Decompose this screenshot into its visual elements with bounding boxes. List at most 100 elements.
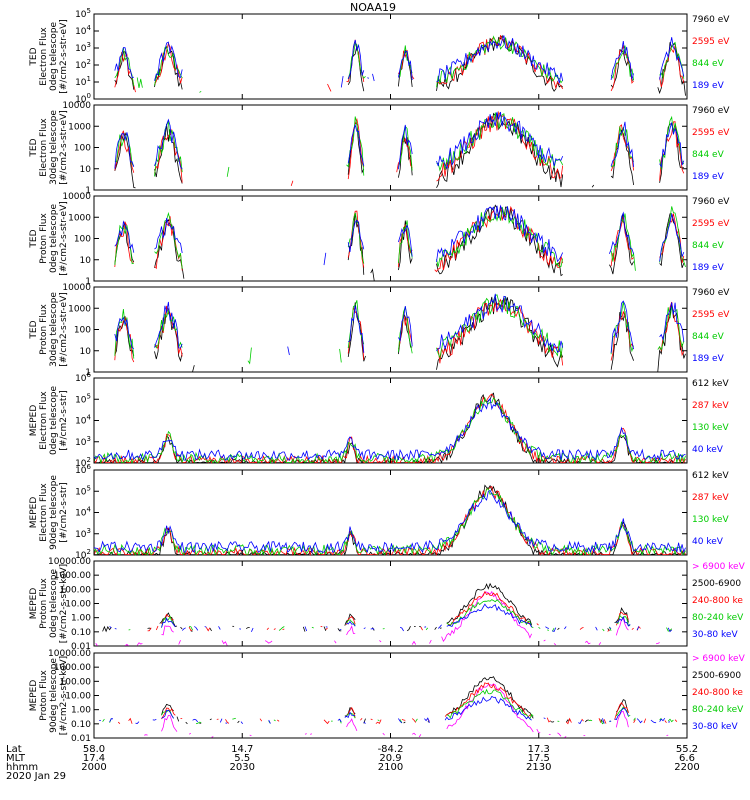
panel-1: 100 101 102 103 104 105 TEDElectron Flux0deg t… (29, 7, 730, 105)
legend-entry: 612 keV (692, 379, 729, 389)
legend-entry: 40 keV (692, 445, 724, 455)
y-tick-label: 1 (85, 368, 91, 378)
series-trace (114, 35, 685, 88)
y-tick-label: 100 (74, 144, 91, 154)
legend-entry: > 6900 keV (692, 654, 746, 664)
y-tick-label: 1.00 (71, 706, 91, 716)
y-tick-label: 1000 (68, 213, 91, 223)
x-tick-label: 55.2 (676, 744, 698, 755)
y-tick-label: 100 (74, 235, 91, 245)
x-tick-label: 17.3 (528, 744, 550, 755)
panel-7: 0.01 0.10 1.00 10.00 100.00 1000.00 10000.00ME… (29, 557, 746, 652)
y-tick-label: 106 (75, 463, 91, 476)
legend-entry: 2595 eV (692, 37, 730, 47)
legend-entry: 287 keV (692, 493, 729, 503)
legend-entry: 40 keV (692, 537, 724, 547)
y-tick-label: 106 (75, 371, 91, 384)
legend-entry: 612 keV (692, 471, 729, 481)
x-tick-label: -84.2 (378, 744, 404, 755)
series-trace (114, 204, 685, 266)
y-tick-label: 10000 (62, 283, 91, 293)
y-tick-label: 10000.00 (48, 557, 91, 567)
y-axis-label: TEDElectron Flux30deg telescope[#/cm2-s-… (29, 110, 69, 185)
x-tick-label: 17.4 (83, 753, 105, 764)
y-tick-label: 100.00 (60, 677, 92, 687)
y-tick-label: 10000.00 (48, 649, 91, 659)
y-tick-label: 10 (80, 347, 92, 357)
x-tick-label: 2100 (378, 762, 403, 773)
legend-entry: 189 eV (692, 263, 725, 273)
x-tick-label: 2000 (81, 762, 106, 773)
legend-entry: 189 eV (692, 172, 725, 182)
series-trace (114, 111, 685, 170)
legend-entry: 80-240 keV (692, 705, 744, 715)
y-tick-label: 10 (80, 256, 92, 266)
y-axis-label: MEPEDProton Flux0deg telescope[#/cm2-s-s… (29, 564, 69, 643)
series-trace (93, 485, 686, 557)
legend-entry: 2500-6900 (692, 671, 741, 681)
legend-entry: 189 eV (692, 81, 725, 91)
legend-entry: 30-80 keV (692, 630, 738, 640)
series-trace (93, 397, 686, 461)
y-tick-label: 100 (74, 326, 91, 336)
y-tick-label: 100.00 (60, 585, 92, 595)
x-tick-label: 58.0 (83, 744, 105, 755)
x-row-label: Lat (6, 744, 22, 755)
y-tick-label: 0.01 (71, 734, 91, 744)
legend-entry: 2595 eV (692, 128, 730, 138)
legend-entry: 240-800 ke (692, 596, 743, 606)
legend-entry: 240-800 ke (692, 688, 743, 698)
legend-entry: 2595 eV (692, 219, 730, 229)
y-axis-label: MEPEDProton Flux90deg telescope[#/cm2-s-… (29, 656, 69, 735)
y-tick-label: 1000.00 (54, 571, 91, 581)
y-tick-label: 103 (75, 41, 91, 54)
legend-entry: 2500-6900 (692, 579, 741, 589)
x-row-label: hhmm (6, 762, 38, 773)
y-tick-label: 1.00 (71, 614, 91, 624)
legend-entry: 844 eV (692, 59, 725, 69)
legend-entry: 80-240 keV (692, 613, 744, 623)
y-tick-label: 105 (75, 484, 91, 497)
legend-entry: 844 eV (692, 150, 725, 160)
y-tick-label: 104 (75, 506, 91, 519)
y-tick-label: 1000 (68, 122, 91, 132)
legend-entry: 7960 eV (692, 106, 730, 116)
y-tick-label: 1000.00 (54, 663, 91, 673)
y-tick-label: 104 (75, 414, 91, 427)
x-tick-label: 5.5 (234, 753, 250, 764)
y-axis-label: MEPEDElectron Flux0deg telescope[#/cm2-s… (29, 386, 69, 456)
legend-entry: > 6900 keV (692, 562, 746, 572)
legend-entry: 7960 eV (692, 288, 730, 298)
y-tick-label: 103 (75, 435, 91, 448)
y-tick-label: 105 (75, 7, 91, 20)
y-tick-label: 100 (75, 92, 91, 105)
y-tick-label: 103 (75, 527, 91, 540)
y-tick-label: 102 (75, 456, 91, 469)
legend-entry: 844 eV (692, 332, 725, 342)
y-tick-label: 104 (75, 24, 91, 37)
x-tick-label: 17.5 (528, 753, 550, 764)
y-tick-label: 10.00 (65, 600, 91, 610)
y-tick-label: 1000 (68, 304, 91, 314)
y-tick-label: 10000 (62, 192, 91, 202)
legend-entry: 7960 eV (692, 197, 730, 207)
legend-entry: 2595 eV (692, 310, 730, 320)
legend-entry: 189 eV (692, 354, 725, 364)
date-label: 2020 Jan 29 (6, 771, 66, 782)
series-trace (117, 682, 678, 725)
x-tick-label: 6.6 (679, 753, 695, 764)
y-tick-label: 1 (85, 186, 91, 196)
legend-entry: 130 keV (692, 423, 729, 433)
legend-entry: 844 eV (692, 241, 725, 251)
y-tick-label: 105 (75, 392, 91, 405)
y-axis-label: TEDProton Flux30deg telescope[#/cm2-s-st… (29, 292, 69, 367)
x-tick-label: 20.9 (379, 753, 401, 764)
panel-8: 0.01 0.10 1.00 10.00 100.00 1000.00 10000.00ME… (29, 649, 746, 744)
y-tick-label: 10 (80, 165, 92, 175)
y-tick-label: 1 (85, 277, 91, 287)
series-trace (114, 206, 686, 271)
y-tick-label: 10000 (62, 101, 91, 111)
